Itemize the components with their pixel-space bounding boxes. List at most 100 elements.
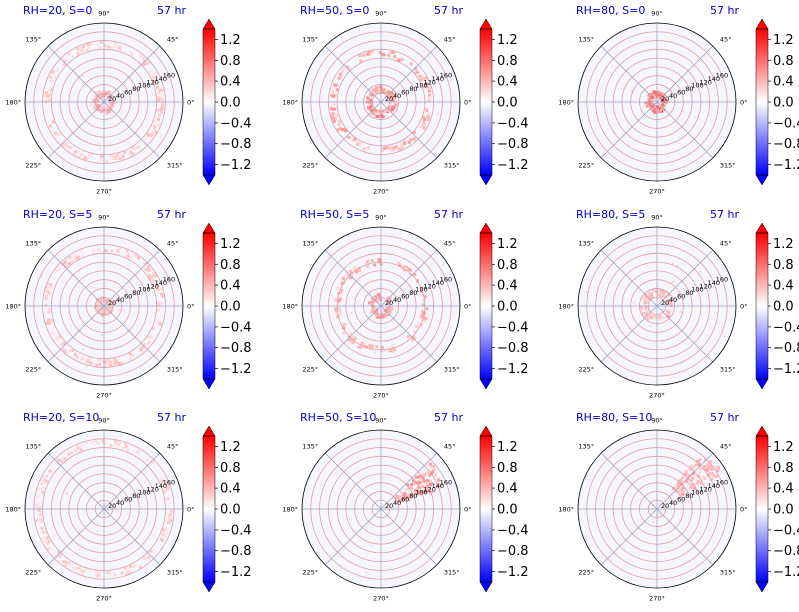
radial-tick-label: 140	[155, 279, 167, 287]
noise-cell	[95, 530, 98, 533]
data-cell	[642, 303, 646, 307]
angular-grid-line	[47, 45, 105, 103]
data-cell	[117, 46, 121, 50]
noise-cell	[359, 520, 362, 523]
data-cell	[398, 496, 402, 500]
data-cell	[102, 312, 106, 316]
noise-cell	[106, 103, 109, 105]
noise-cell	[93, 286, 95, 289]
data-cell	[375, 313, 379, 317]
data-cell	[414, 71, 418, 75]
data-cell	[79, 444, 83, 448]
noise-cell	[628, 156, 630, 159]
data-cell	[657, 90, 661, 94]
radial-tick-label: 100	[415, 489, 427, 497]
data-cell	[389, 147, 393, 150]
noise-cell	[658, 526, 661, 529]
data-cell	[374, 114, 378, 118]
data-cell	[169, 519, 173, 523]
data-cell	[139, 347, 143, 351]
data-cell	[154, 130, 158, 134]
data-cell	[65, 144, 69, 148]
data-cell	[125, 572, 129, 576]
data-cell	[61, 263, 65, 266]
angular-grid-line	[324, 452, 382, 510]
data-cell	[337, 122, 341, 126]
data-cell	[85, 43, 89, 46]
data-cell	[428, 473, 432, 477]
data-cell	[132, 565, 136, 569]
data-cell	[49, 75, 52, 79]
data-cell	[360, 341, 364, 345]
data-cell	[123, 151, 127, 155]
data-cell	[422, 471, 426, 475]
data-cell	[690, 478, 694, 481]
noise-cell	[626, 261, 628, 264]
data-cell	[106, 571, 110, 575]
noise-cell	[369, 562, 372, 565]
radial-tick-label: 60	[124, 88, 132, 96]
data-cell	[359, 59, 363, 63]
data-cell	[665, 100, 668, 104]
data-cell	[152, 285, 156, 289]
noise-cell	[627, 143, 630, 146]
noise-cell	[71, 55, 74, 58]
noise-cell	[416, 321, 419, 324]
noise-cell	[138, 60, 140, 63]
data-cell	[150, 133, 154, 137]
noise-cell	[721, 81, 724, 84]
polar-frame	[24, 226, 184, 386]
angle-tick-label: 270°	[373, 188, 389, 196]
data-cell	[40, 527, 44, 531]
data-cell	[111, 104, 115, 108]
data-cell	[654, 289, 658, 293]
data-cell	[349, 337, 353, 341]
data-cell	[376, 315, 380, 319]
noise-cell	[590, 92, 593, 95]
panel-title: RH=80, S=0	[576, 4, 645, 17]
colorbar-extend-low	[479, 378, 493, 390]
noise-cell	[421, 39, 424, 42]
angle-tick-label: 315°	[720, 161, 736, 169]
data-cell	[387, 90, 391, 94]
data-cell	[130, 52, 133, 56]
data-cell	[642, 297, 646, 301]
data-cell	[389, 305, 393, 309]
noise-cell	[112, 538, 114, 541]
data-cell	[64, 265, 68, 269]
colorbar-tick-label: −0.8	[220, 544, 252, 559]
data-cell	[151, 279, 155, 283]
panel-title: RH=50, S=0	[300, 4, 369, 17]
data-cell	[117, 361, 121, 365]
data-cell	[426, 113, 430, 117]
data-cell	[330, 94, 334, 97]
colorbar-gradient	[756, 436, 768, 582]
data-cell	[64, 350, 68, 354]
data-cell	[436, 485, 440, 489]
noise-cell	[33, 503, 36, 505]
radial-tick-label: 40	[669, 499, 677, 507]
data-cell	[419, 290, 423, 293]
data-cell	[649, 314, 653, 318]
data-cell	[644, 306, 648, 310]
panel-4: 0°45°90°135°180°225°270°315°20 40 60 801001…	[5, 208, 251, 400]
panel-title: RH=80, S=5	[576, 208, 645, 221]
noise-cell	[420, 479, 423, 482]
noise-cell	[681, 281, 684, 284]
data-cell	[37, 508, 41, 512]
noise-cell	[374, 351, 377, 354]
data-cell	[77, 566, 81, 570]
noise-cell	[104, 502, 107, 505]
data-cell	[422, 115, 426, 119]
data-cell	[401, 497, 405, 501]
angular-grid-line	[47, 249, 105, 307]
data-cell	[644, 293, 648, 297]
data-cell	[431, 470, 435, 473]
data-cell	[63, 260, 67, 264]
panel-time-label: 57 hr	[710, 208, 739, 221]
noise-cell	[384, 39, 387, 42]
data-cell	[158, 97, 162, 101]
data-cell	[109, 444, 113, 447]
data-cell	[667, 293, 670, 297]
angular-grid-line	[324, 249, 382, 307]
